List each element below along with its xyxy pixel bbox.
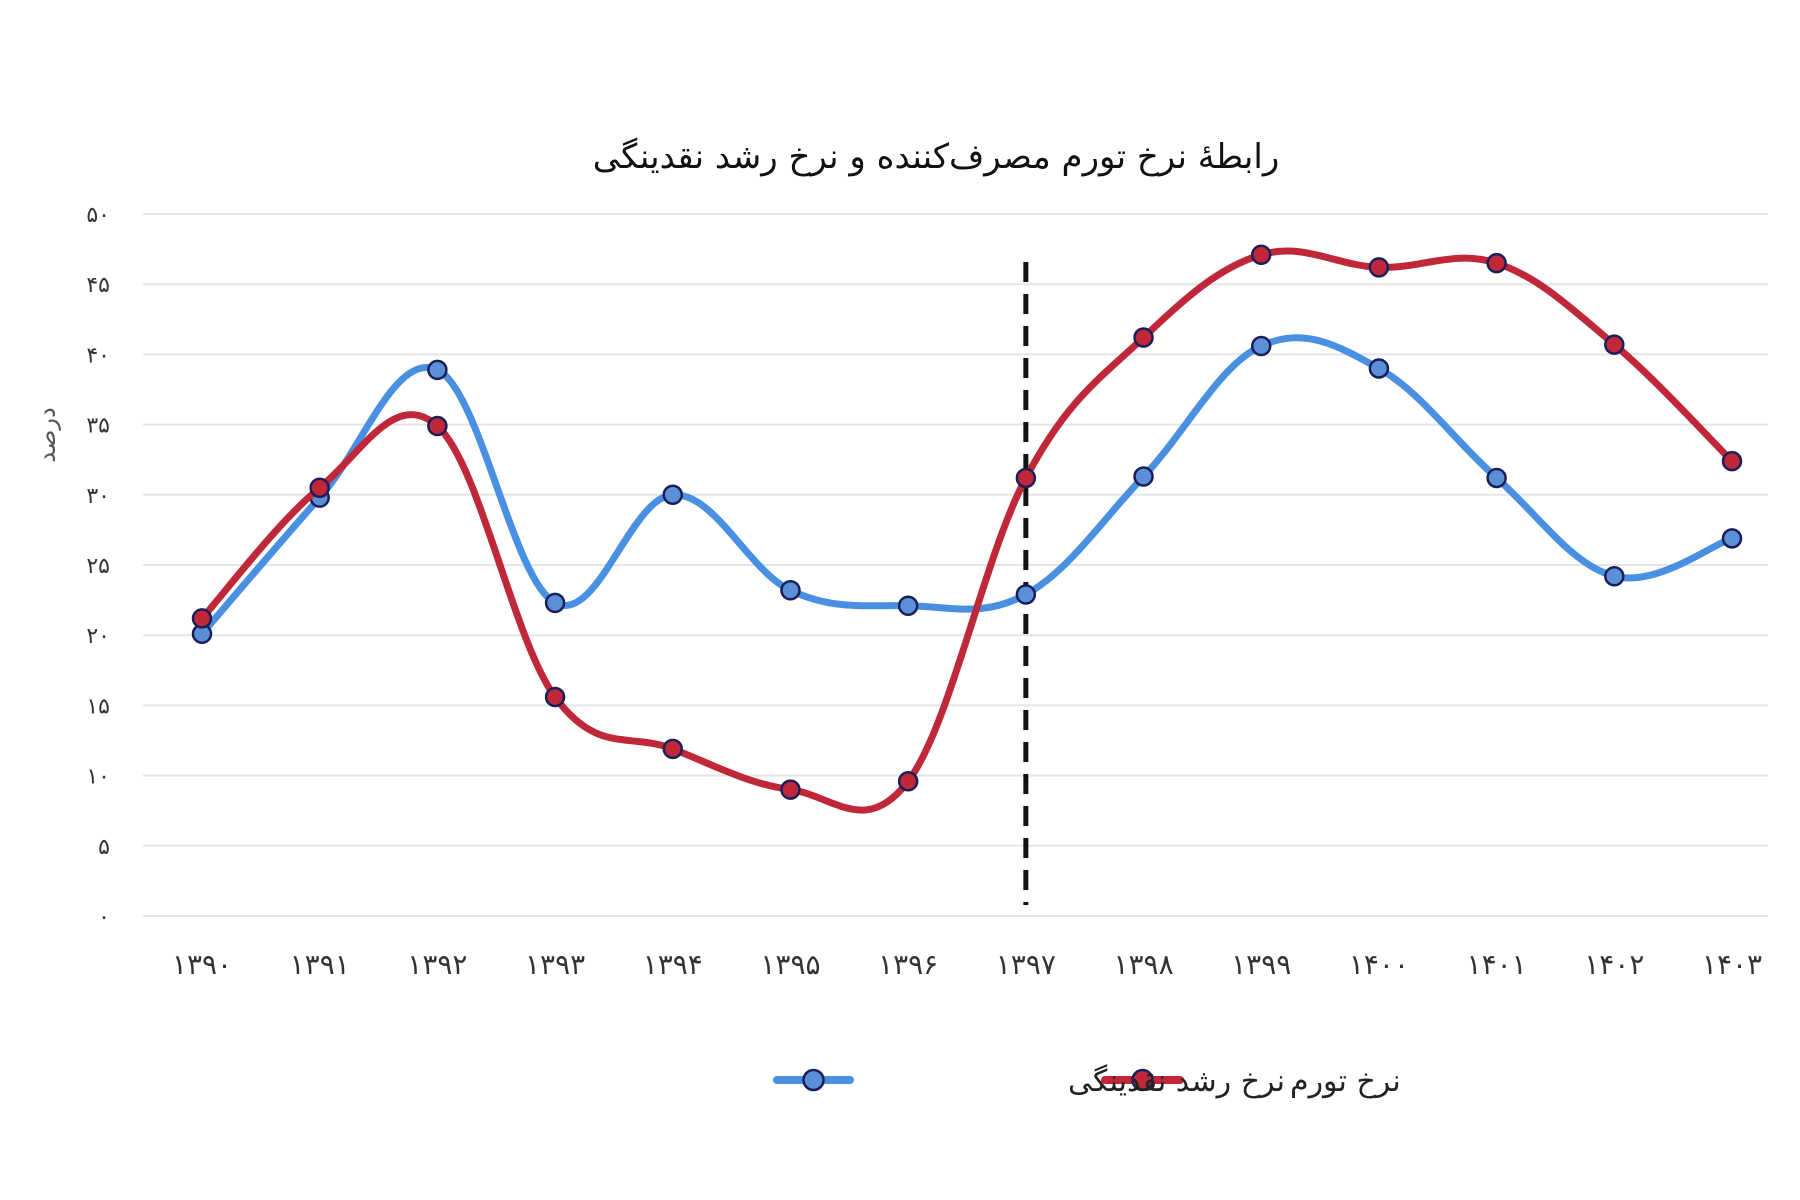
data-point xyxy=(1721,528,1743,549)
series-liquidity-growth xyxy=(191,334,1743,645)
y-axis-ticks: ۰ ۵ ۱۰ ۱۵ ۲۰ ۲۵ ۳۰ ۳۵ ۴۰ ۴۵ ۵۰ xyxy=(86,203,110,930)
data-point xyxy=(897,595,919,616)
data-point xyxy=(1721,450,1743,472)
data-point xyxy=(1604,565,1625,587)
data-point xyxy=(897,770,919,792)
data-point xyxy=(1250,244,1272,265)
x-tick-label: ۱۳۹۱ xyxy=(290,948,350,981)
x-tick-label: ۱۳۹۹ xyxy=(1231,948,1291,981)
data-point xyxy=(1368,358,1390,379)
x-tick-label: ۱۳۹۲ xyxy=(407,948,467,981)
data-point xyxy=(1250,335,1272,357)
data-point xyxy=(427,415,448,437)
legend-label: نرخ تورم xyxy=(1290,1064,1401,1099)
y-tick-label: ۴۰ xyxy=(86,343,110,368)
data-point xyxy=(191,608,213,629)
grid xyxy=(143,213,1768,917)
y-tick-label: ۳۵ xyxy=(86,414,110,439)
x-tick-label: ۱۳۹۰ xyxy=(172,948,232,981)
data-point xyxy=(1486,252,1507,274)
data-point xyxy=(1486,467,1507,489)
x-tick-label: ۱۳۹۶ xyxy=(878,948,938,981)
data-point xyxy=(427,359,448,381)
y-tick-label: ۲۵ xyxy=(86,554,110,579)
x-tick-label: ۱۳۹۷ xyxy=(996,948,1056,981)
data-point xyxy=(309,477,330,499)
data-point xyxy=(780,779,801,800)
legend-label: نرخ رشد نقدینگی xyxy=(1068,1064,1285,1099)
data-point xyxy=(1015,467,1037,489)
data-point xyxy=(544,686,566,708)
chart-title: رابطهٔ نرخ تورم مصرف‌کننده و نرخ رشد نقد… xyxy=(593,137,1280,177)
y-tick-label: ۰ xyxy=(98,905,110,930)
data-point xyxy=(1015,584,1037,605)
y-axis-label: درصد xyxy=(33,407,61,462)
series-inflation xyxy=(191,244,1743,814)
y-tick-label: ۱۵ xyxy=(86,694,110,719)
x-tick-label: ۱۴۰۱ xyxy=(1467,948,1527,981)
y-tick-label: ۵۰ xyxy=(86,203,110,228)
legend-swatch-marker xyxy=(1131,1068,1154,1092)
x-tick-label: ۱۳۹۸ xyxy=(1113,948,1173,981)
x-tick-label: ۱۴۰۰ xyxy=(1349,948,1409,981)
x-tick-label: ۱۴۰۲ xyxy=(1584,948,1644,981)
legend-item: نرخ تورم xyxy=(1101,1064,1401,1099)
legend-item: نرخ رشد نقدینگی xyxy=(773,1064,1285,1099)
legend-swatch-marker xyxy=(802,1068,825,1092)
data-point xyxy=(1133,466,1154,487)
x-tick-label: ۱۳۹۳ xyxy=(525,948,585,981)
x-tick-label: ۱۴۰۳ xyxy=(1702,948,1762,981)
y-tick-label: ۱۰ xyxy=(86,765,110,790)
data-point xyxy=(544,592,566,614)
data-point xyxy=(662,738,684,760)
x-axis-ticks: ۱۳۹۰ ۱۳۹۱ ۱۳۹۲ ۱۳۹۳ ۱۳۹۴ ۱۳۹۵ ۱۳۹۶ ۱۳۹۷ ۱۳۹۸ ۱۳۹۹… xyxy=(172,948,1762,981)
series-group xyxy=(191,244,1743,814)
y-tick-label: ۵ xyxy=(98,835,110,860)
y-tick-label: ۲۰ xyxy=(86,624,110,649)
x-tick-label: ۱۳۹۵ xyxy=(760,948,820,981)
data-point xyxy=(780,580,801,601)
data-point xyxy=(662,484,684,506)
x-tick-label: ۱۳۹۴ xyxy=(643,948,703,981)
y-tick-label: ۴۵ xyxy=(86,273,110,298)
data-point xyxy=(1133,327,1154,348)
data-point xyxy=(1604,334,1625,355)
data-point xyxy=(1368,257,1390,278)
series-line xyxy=(198,247,1736,814)
y-tick-label: ۳۰ xyxy=(86,484,110,509)
